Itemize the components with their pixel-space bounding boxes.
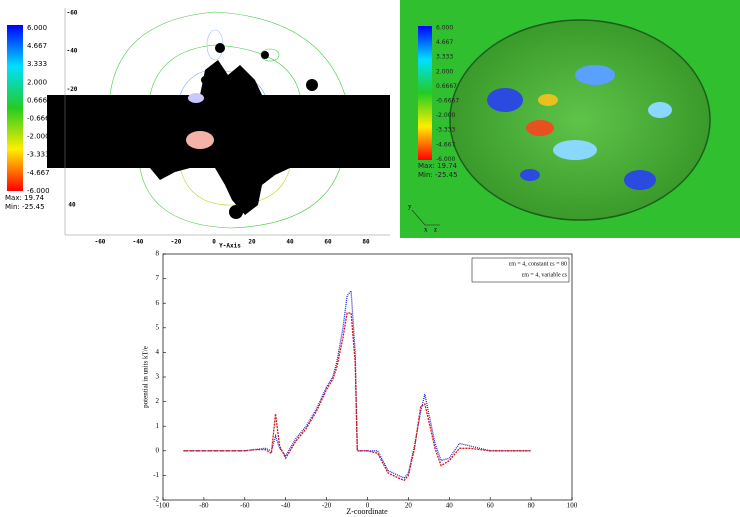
colorbar-label: -6.000	[436, 156, 456, 163]
colorbar-label: 6.000	[436, 25, 453, 32]
max-label: Max: 19.74	[5, 194, 45, 202]
colorbar-label: -4.667	[27, 169, 50, 177]
x-tick-label: 40	[446, 502, 454, 510]
x-tick-label: 20	[248, 239, 256, 246]
triad-label: x	[424, 226, 428, 234]
max-label: Max: 19.74	[418, 162, 458, 170]
x-tick-label: 20	[405, 502, 413, 510]
x-tick-label: -20	[322, 502, 332, 510]
x-tick-label: 80	[362, 239, 370, 246]
legend-label: εm = 4, constant εs = 80	[509, 261, 567, 267]
legend-label: εm = 4, variable εs	[522, 272, 568, 278]
y-tick-label: -60	[67, 9, 78, 16]
y-tick-label: -40	[67, 48, 78, 55]
y-axis-label: Z-Axis	[55, 117, 62, 139]
colorbar-label: -0.6667	[27, 115, 54, 123]
x-tick-label: -100	[157, 502, 170, 510]
colorbar-label: -2.000	[27, 133, 50, 141]
colorbar-label: 0.6667	[436, 83, 457, 90]
x-tick-label: 80	[528, 502, 536, 510]
y-tick-label: 20	[68, 163, 76, 170]
colorbar-label: -0.6667	[436, 98, 459, 105]
y-tick-label: 5	[156, 323, 160, 331]
colorbar-label: -3.333	[27, 151, 50, 159]
x-tick-label: -20	[171, 239, 182, 246]
x-tick-label: 100	[567, 502, 578, 510]
y-tick-label: 7	[156, 274, 160, 282]
legend	[471, 257, 570, 283]
x-tick-label: 40	[286, 239, 294, 246]
y-tick-label: -1	[153, 471, 159, 479]
contour	[109, 11, 346, 96]
highlight	[188, 93, 204, 103]
min-label: Min: -25.45	[418, 171, 458, 179]
colorbar	[7, 25, 23, 191]
x-tick-label: -80	[199, 502, 209, 510]
colorbar-label: -3.333	[436, 127, 456, 134]
y-tick-label: 0	[156, 446, 160, 454]
x-tick-label: -40	[281, 502, 291, 510]
line-chart: Z-coordinate potential in units kT/e -10…	[142, 250, 578, 516]
surface	[449, 19, 711, 221]
colorbar	[418, 26, 432, 160]
colorbar-label: 3.333	[27, 60, 47, 68]
y-tick-label: 8	[156, 250, 160, 258]
x-tick-label: 60	[487, 502, 495, 510]
colorbar-label: 0.6667	[27, 96, 52, 104]
contour	[139, 167, 341, 229]
colorbar-label: 4.667	[436, 39, 453, 46]
y-tick-label: -2	[153, 496, 159, 504]
colorbar-label: 6.000	[27, 24, 47, 32]
triad-label: y	[408, 203, 412, 211]
colorbar-label: -6.000	[27, 187, 50, 195]
x-tick-label: 0	[212, 239, 216, 246]
right-panel: Max: 19.74 Min: -25.45 y x z 6.000 4.667 3…	[400, 0, 740, 238]
y-tick-label: 2	[156, 397, 160, 405]
left-panel: Max: 19.74 Min: -25.45 Y-Axis Z-Axis -60…	[0, 0, 395, 250]
series-line	[183, 312, 532, 482]
highlight	[186, 131, 214, 149]
triad-label: z	[434, 226, 437, 234]
x-tick-label: -60	[95, 239, 106, 246]
colorbar-label: 2.000	[436, 68, 453, 75]
colorbar-label: 4.667	[27, 42, 47, 50]
x-tick-label: 0	[366, 502, 370, 510]
x-tick-label: -60	[240, 502, 250, 510]
x-axis-label: Y-Axis	[219, 243, 241, 250]
y-axis-label: potential in units kT/e	[142, 346, 150, 408]
min-label: Min: -25.45	[5, 203, 45, 211]
axis-triad	[411, 209, 440, 226]
y-tick-label: 6	[156, 299, 160, 307]
contour	[149, 44, 301, 96]
colorbar-label: 3.333	[436, 54, 453, 61]
y-tick-label: -20	[67, 86, 78, 93]
y-tick-label: 1	[156, 422, 160, 430]
molecule-mask	[47, 43, 390, 219]
y-tick-label: 40	[68, 201, 76, 208]
colorbar-label: -4.667	[436, 141, 456, 148]
surface-patches	[487, 65, 672, 190]
x-tick-label: 60	[324, 239, 332, 246]
y-tick-label: 4	[156, 348, 160, 356]
plot-frame	[162, 253, 573, 501]
colorbar-label: -2.000	[436, 112, 456, 119]
x-tick-label: -40	[133, 239, 144, 246]
contour	[179, 167, 291, 206]
x-axis-label: Z-coordinate	[346, 507, 388, 516]
colorbar-label: 2.000	[27, 78, 47, 86]
y-tick-label: 3	[156, 373, 160, 381]
